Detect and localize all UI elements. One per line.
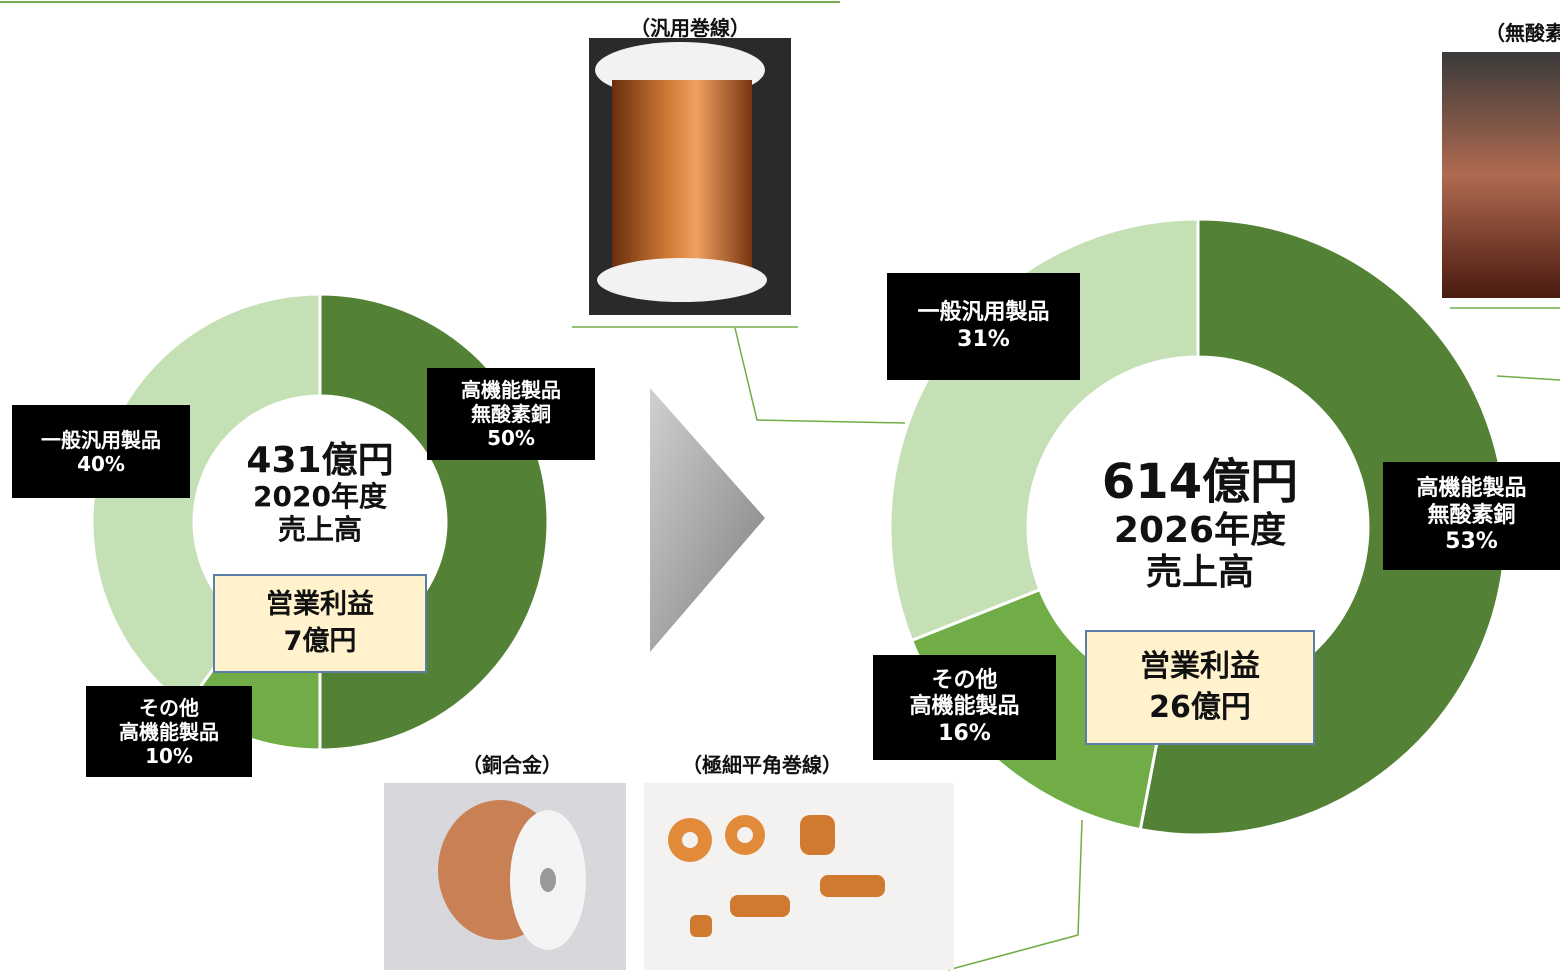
slice-label: 高機能製品 無酸素銅 53% (1383, 462, 1560, 570)
center-line: 売上高 (277, 512, 362, 546)
leader-lines (572, 307, 1560, 971)
photo-caption: （銅合金） (462, 753, 562, 777)
category-label: 一般汎用製品 (41, 427, 161, 452)
center-line: 431億円 (246, 440, 394, 481)
center-text: 431億円 2020年度 売上高 (246, 440, 393, 546)
category-label: その他 高機能製品 (119, 695, 219, 744)
slice-label: その他 高機能製品 10% (86, 686, 252, 777)
center-line: 2026年度 (1113, 510, 1287, 552)
photo-caption: （汎用巻線） (630, 16, 750, 40)
category-label: 一般汎用製品 (917, 300, 1050, 326)
profit-line: 26億円 (1149, 689, 1251, 725)
photo-caption: （無酸素銅） (1485, 21, 1560, 45)
value-label: 53% (1445, 529, 1498, 555)
category-label: その他 高機能製品 (909, 667, 1020, 720)
center-line: 2020年度 (253, 480, 387, 514)
value-label: 50% (487, 426, 535, 450)
center-line: 614億円 (1101, 454, 1299, 510)
slice-label: 一般汎用製品 40% (12, 405, 190, 498)
slice-label: その他 高機能製品 16% (873, 655, 1056, 760)
slice-label: 一般汎用製品 31% (887, 273, 1080, 380)
value-label: 31% (957, 326, 1010, 352)
value-label: 16% (938, 720, 991, 746)
category-label: 高機能製品 無酸素銅 (461, 378, 561, 426)
donut-slice (1138, 217, 1508, 837)
center-line: 売上高 (1145, 551, 1255, 593)
profit-line: 営業利益 (1140, 649, 1260, 684)
photo-caption: （極細平角巻線） (682, 753, 842, 777)
photos (384, 38, 1560, 970)
profit-box: 営業利益 7億円 (213, 574, 427, 673)
profit-line: 7億円 (283, 625, 357, 657)
donut-hole (1030, 359, 1366, 695)
slice-label: 高機能製品 無酸素銅 50% (427, 368, 595, 460)
center-text: 614億円 2026年度 売上高 (1101, 454, 1299, 593)
profit-box: 営業利益 26億円 (1085, 630, 1315, 745)
arrow (650, 388, 765, 652)
profit-line: 営業利益 (266, 589, 374, 621)
category-label: 高機能製品 無酸素銅 (1416, 476, 1527, 528)
donut-slice (90, 292, 322, 709)
value-label: 40% (77, 451, 125, 476)
value-label: 10% (145, 743, 193, 768)
